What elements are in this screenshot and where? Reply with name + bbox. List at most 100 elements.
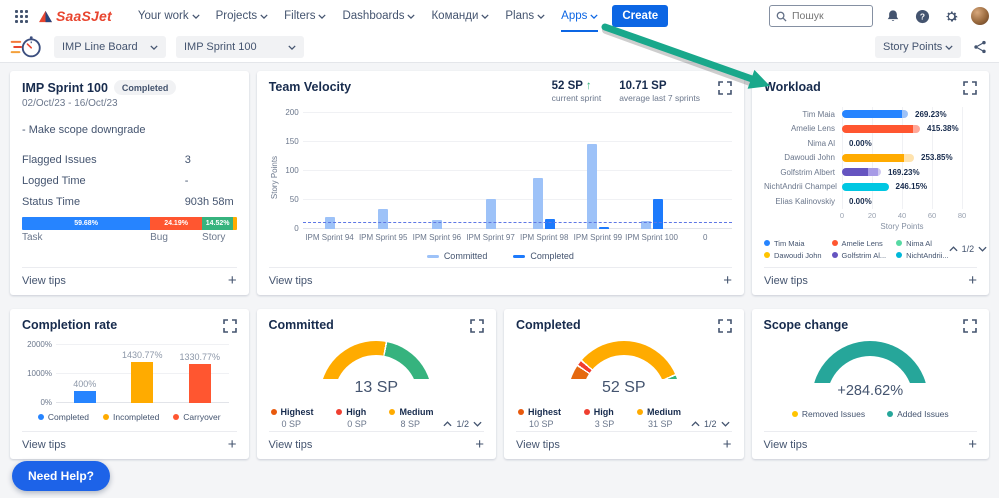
nav-item-apps[interactable]: Apps <box>553 0 606 32</box>
view-tips-link[interactable]: View tips <box>268 439 313 451</box>
legend-label: Incompleted <box>112 412 160 422</box>
y-tick-label: 1000% <box>27 369 52 378</box>
view-tips-link[interactable]: View tips <box>22 439 66 451</box>
chevron-down-icon[interactable] <box>720 421 730 427</box>
completed-title: Completed <box>516 318 581 332</box>
user-avatar[interactable] <box>971 7 989 25</box>
chevron-up-icon[interactable] <box>949 246 958 252</box>
legend-item[interactable]: Golfstrim Al... <box>831 251 886 260</box>
legend-value: 0 SP <box>347 419 367 429</box>
expand-icon[interactable] <box>963 319 977 333</box>
add-plus-button[interactable]: + <box>722 436 732 453</box>
search-box[interactable] <box>769 5 873 27</box>
nav-item-dashboards[interactable]: Dashboards <box>334 0 423 32</box>
legend-dot <box>37 414 44 420</box>
add-plus-button[interactable]: + <box>227 436 237 453</box>
legend-dot <box>583 409 590 415</box>
workload-percent-label: 246.15% <box>895 182 928 192</box>
velocity-bar-group <box>678 113 732 229</box>
chevron-up-icon[interactable] <box>443 421 453 427</box>
settings-gear-icon[interactable] <box>942 7 960 25</box>
add-plus-button[interactable]: + <box>968 272 977 289</box>
legend-item[interactable]: Incompleted <box>102 412 160 422</box>
legend-item[interactable]: High 0 SP <box>336 407 367 429</box>
workload-row: Elias Kalinovskiy 0.00% <box>764 194 977 209</box>
legend-item[interactable]: Highest 10 SP <box>518 407 561 429</box>
chevron-down-icon[interactable] <box>473 421 482 427</box>
chevron-up-icon[interactable] <box>691 421 700 427</box>
bar-value-label: 1430.77% <box>121 349 163 360</box>
velocity-bar-group <box>356 113 410 229</box>
share-icon[interactable] <box>971 38 989 56</box>
nav-item-teams[interactable]: Команди <box>423 0 497 32</box>
legend-item[interactable]: Amelie Lens <box>831 239 887 248</box>
workload-card-title: Workload <box>764 80 821 94</box>
chevron-down-icon <box>945 44 953 50</box>
notifications-bell-icon[interactable] <box>884 7 902 25</box>
expand-icon[interactable] <box>718 81 732 95</box>
workload-person-name: NichtAndrii Champel <box>764 182 837 192</box>
gridline <box>302 112 732 113</box>
create-button[interactable]: Create <box>612 5 669 27</box>
app-switcher-icon[interactable] <box>10 5 32 27</box>
search-input[interactable] <box>792 10 862 22</box>
x-tick-label: IPM Sprint 99 <box>573 233 623 242</box>
legend-dot <box>336 409 343 415</box>
legend-item[interactable]: NichtAndrii... <box>896 251 949 260</box>
legend-dot <box>389 409 396 415</box>
add-plus-button[interactable]: + <box>723 272 732 289</box>
legend-dot <box>518 409 524 415</box>
view-tips-link[interactable]: View tips <box>268 275 313 287</box>
expand-icon[interactable] <box>470 319 484 333</box>
workload-bar-zone: 0.00% <box>842 139 977 148</box>
nav-item-plans[interactable]: Plans <box>497 0 553 32</box>
legend-item[interactable]: Completed <box>37 412 89 422</box>
completion-bar <box>188 364 211 403</box>
add-plus-button[interactable]: + <box>968 436 977 453</box>
workload-row: Dawoudi John 253.85% <box>764 151 977 166</box>
nav-item-filters[interactable]: Filters <box>276 0 334 32</box>
sprint-select[interactable]: IMP Sprint 100 <box>176 36 304 58</box>
y-tick-label: 0 <box>294 224 299 233</box>
need-help-button[interactable]: Need Help? <box>12 461 111 491</box>
view-tips-link[interactable]: View tips <box>763 439 808 451</box>
chevron-down-icon[interactable] <box>978 246 987 252</box>
legend-item[interactable]: Dawoudi John <box>764 251 822 260</box>
expand-icon[interactable] <box>963 81 977 95</box>
chevron-down-icon <box>288 44 296 50</box>
legend-item[interactable]: Committed <box>426 251 487 261</box>
board-select[interactable]: IMP Line Board <box>54 36 166 58</box>
add-plus-button[interactable]: + <box>227 272 237 289</box>
expand-icon[interactable] <box>717 319 732 333</box>
velocity-bar-group <box>517 113 571 229</box>
legend-item[interactable]: Highest 0 SP <box>270 407 314 429</box>
legend-item[interactable]: Medium 31 SP <box>636 407 681 429</box>
legend-item[interactable]: Completed <box>513 251 574 261</box>
legend-item[interactable]: High 3 SP <box>583 407 614 429</box>
completion-bar-group: 400% <box>56 345 114 403</box>
saasjet-logo[interactable]: SaaSJet <box>38 8 112 24</box>
legend-item[interactable]: Medium 8 SP <box>389 407 433 429</box>
view-tips-link[interactable]: View tips <box>764 275 808 287</box>
workload-bar-zone: 169.23% <box>842 168 977 177</box>
add-plus-button[interactable]: + <box>475 436 484 453</box>
legend-head: Medium <box>389 407 433 417</box>
view-tips-link[interactable]: View tips <box>516 439 560 451</box>
nav-item-your-work[interactable]: Your work <box>130 0 208 32</box>
x-tick-label: 80 <box>957 210 967 220</box>
legend-item[interactable]: Carryover <box>173 412 221 422</box>
gridline <box>56 344 229 345</box>
legend-item[interactable]: Nima Al <box>896 239 949 248</box>
help-icon[interactable]: ? <box>913 7 931 25</box>
legend-item[interactable]: Tim Maia <box>764 239 822 248</box>
legend-value: 0 SP <box>281 419 302 429</box>
legend-item[interactable]: Added Issues <box>887 409 949 419</box>
expand-icon[interactable] <box>222 319 237 333</box>
workload-person-name: Amelie Lens <box>790 124 835 134</box>
x-tick-label: 60 <box>927 210 937 220</box>
legend-item[interactable]: Removed Issues <box>791 409 865 419</box>
view-tips-link[interactable]: View tips <box>22 275 66 287</box>
completion-rate-legend: Completed Incompleted Carryover <box>22 412 237 422</box>
metric-select[interactable]: Story Points <box>875 36 961 58</box>
nav-item-projects[interactable]: Projects <box>208 0 277 32</box>
